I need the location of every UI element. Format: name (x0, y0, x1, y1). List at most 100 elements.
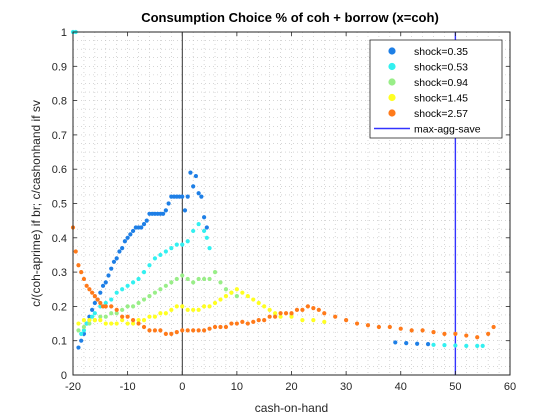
data-point (273, 311, 278, 316)
data-point (278, 311, 283, 316)
data-point (196, 191, 201, 196)
data-point (344, 318, 349, 323)
data-point (158, 311, 163, 316)
data-point (120, 287, 125, 292)
data-point (136, 318, 141, 323)
data-point (114, 290, 119, 295)
data-point (109, 297, 114, 302)
legend-marker (388, 47, 396, 55)
data-point (114, 311, 119, 316)
data-point (109, 311, 114, 316)
data-point (117, 249, 122, 254)
y-tick-label: 0.2 (52, 301, 67, 313)
data-point (180, 304, 185, 309)
data-point (273, 314, 278, 319)
data-point (111, 259, 117, 264)
data-point (199, 194, 204, 199)
data-point (128, 232, 133, 237)
data-point (398, 326, 403, 331)
data-point (141, 270, 147, 275)
data-point (114, 307, 119, 312)
data-point (152, 328, 158, 333)
data-point (120, 314, 125, 319)
data-point (114, 321, 119, 326)
x-tick-label: 30 (340, 381, 352, 393)
y-tick-label: 0.8 (52, 96, 67, 108)
data-point (196, 221, 201, 227)
data-point (212, 300, 218, 306)
data-point (79, 270, 84, 275)
data-point (125, 304, 130, 309)
data-point (98, 318, 103, 323)
data-point (223, 294, 229, 299)
data-point (202, 215, 207, 220)
data-point (100, 283, 106, 288)
data-point (191, 280, 196, 285)
data-point (218, 280, 223, 285)
legend-item: shock=0.53 (388, 62, 468, 74)
legend-label: shock=0.53 (414, 62, 468, 74)
data-point (218, 297, 223, 302)
data-point (147, 328, 152, 333)
data-point (267, 314, 272, 319)
data-point (234, 294, 239, 299)
data-point (262, 304, 267, 309)
x-tick-label: -20 (65, 381, 81, 393)
chart-title: Consumption Choice % of coh + borrow (x=… (141, 10, 439, 25)
data-point (103, 304, 108, 309)
data-point (223, 324, 229, 330)
legend-item: shock=1.45 (388, 93, 468, 105)
data-point (144, 218, 149, 223)
data-point (90, 314, 95, 319)
data-point (141, 318, 147, 323)
data-point (464, 343, 469, 348)
data-point (240, 290, 245, 295)
data-point (125, 321, 130, 326)
data-point (106, 273, 111, 278)
data-point (234, 287, 239, 292)
data-point (76, 263, 81, 268)
data-point (136, 300, 141, 306)
data-point (163, 208, 168, 213)
data-point (207, 304, 212, 309)
data-point (191, 184, 196, 189)
data-point (174, 276, 179, 282)
data-point (120, 318, 125, 323)
y-tick-label: 0.3 (52, 267, 67, 279)
data-point (180, 328, 185, 333)
data-point (333, 314, 338, 319)
data-point (300, 307, 305, 312)
data-point (98, 314, 103, 319)
data-point (125, 314, 130, 319)
data-point (289, 314, 294, 319)
x-axis: -20 -10 0 10 20 30 40 50 60 (65, 32, 516, 393)
x-tick-label: 10 (231, 381, 243, 393)
x-tick-label: 50 (449, 381, 461, 393)
data-point (365, 323, 371, 328)
data-point (81, 328, 87, 333)
data-point (81, 276, 87, 282)
data-point (453, 331, 458, 336)
data-point (92, 311, 97, 316)
x-tick-label: -10 (120, 381, 136, 393)
data-point (491, 324, 496, 330)
data-point (480, 343, 485, 348)
data-point (174, 304, 179, 309)
data-point (229, 321, 234, 326)
data-point (158, 287, 163, 292)
data-point (185, 239, 190, 244)
legend-box (369, 39, 503, 139)
data-point (158, 328, 163, 333)
data-point (188, 170, 193, 175)
data-point (92, 300, 97, 306)
data-point (81, 324, 87, 330)
data-point (130, 318, 136, 323)
data-point (76, 328, 81, 333)
data-point (103, 280, 108, 285)
data-point (464, 333, 469, 338)
data-point (234, 321, 239, 326)
data-point (212, 324, 218, 330)
data-point (251, 297, 256, 302)
legend-label: shock=0.35 (414, 46, 468, 58)
